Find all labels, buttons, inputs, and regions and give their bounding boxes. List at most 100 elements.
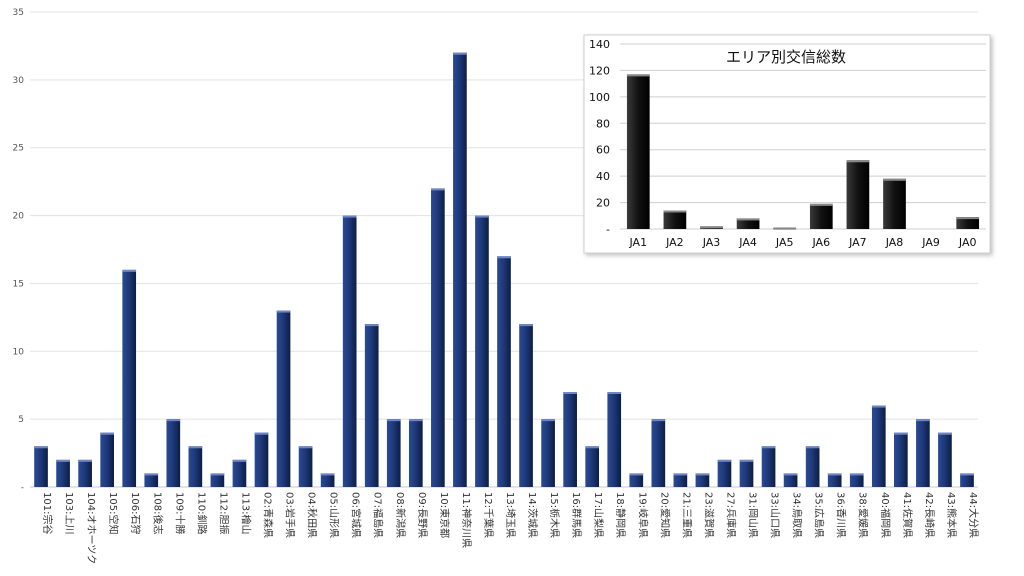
inset-bar-JA2 (663, 210, 687, 229)
bar-09:長野県 (408, 419, 423, 487)
inset-x-tick-label: JA6 (812, 236, 831, 249)
bar-12:千葉県 (475, 215, 489, 488)
inset-x-tick-label: JA9 (921, 236, 940, 249)
inset-chart-title: エリア別交信総数 (726, 48, 846, 66)
bar-40:福岡県 (871, 405, 886, 487)
inset-y-tick-label: 120 (589, 64, 610, 77)
x-tick-label: 33:山口県 (769, 492, 781, 538)
bar-top-highlight (408, 419, 423, 422)
x-tick-label: 110:釧路 (195, 492, 208, 534)
inset-bar-JA8 (883, 178, 906, 229)
bar-top-highlight (232, 459, 247, 462)
y-tick-label: 5 (18, 415, 24, 425)
bar-33:山口県 (761, 446, 776, 487)
bar-top-highlight (651, 419, 666, 422)
bar-top-highlight (320, 473, 335, 476)
inset-x-tick-label: JA3 (702, 236, 721, 249)
bar-112:胆振 (210, 473, 225, 487)
bar-top-highlight (166, 419, 181, 422)
bar-top-highlight (475, 215, 489, 218)
inset-y-tick-label: - (606, 223, 610, 236)
inset-x-tick-label: JA8 (885, 236, 904, 249)
x-tick-label: 16:群馬県 (570, 492, 583, 538)
bar-19:岐阜県 (629, 473, 644, 487)
bar-27:兵庫県 (717, 459, 732, 487)
bar-top-highlight (938, 432, 952, 435)
inset-bar-top-highlight (883, 178, 906, 181)
x-tick-label: 44:大分県 (967, 492, 980, 538)
bar-top-highlight (916, 419, 930, 422)
bar-109:十勝 (166, 419, 181, 487)
inset-bar-JA7 (846, 160, 870, 229)
bar-110:釧路 (188, 446, 203, 487)
bar-top-highlight (298, 446, 313, 449)
y-tick-label: 25 (13, 144, 24, 154)
bar-106:石狩 (122, 269, 137, 487)
bar-top-highlight (871, 405, 886, 408)
bar-top-highlight (673, 473, 688, 476)
bar-43:熊本県 (938, 432, 952, 487)
bar-02:青森県 (254, 432, 269, 487)
inset-bar-top-highlight (626, 74, 650, 77)
x-tick-label: 40:福岡県 (879, 492, 892, 538)
bar-20:愛知県 (651, 419, 666, 487)
bar-101:宗谷 (34, 446, 48, 487)
bar-08:新潟県 (386, 419, 401, 487)
inset-bar-top-highlight (773, 227, 797, 230)
x-tick-label: 104:オホーツク (85, 492, 97, 564)
bar-14:茨城県 (519, 324, 533, 487)
bar-03:岩手県 (276, 310, 291, 487)
y-tick-label: 30 (13, 76, 25, 86)
bar-07:福島県 (364, 324, 379, 487)
x-tick-label: 11:神奈川県 (460, 492, 473, 548)
x-tick-label: 41:佐賀県 (901, 492, 913, 538)
x-tick-label: 04:秋田県 (306, 492, 319, 538)
x-tick-label: 19:岐阜県 (636, 492, 649, 538)
bar-top-highlight (783, 473, 798, 476)
bar-04:秋田県 (298, 446, 313, 487)
bar-44:大分県 (960, 473, 974, 487)
bar-18:静岡県 (607, 392, 622, 487)
x-tick-label: 43:熊本県 (945, 492, 958, 538)
x-tick-label: 27:兵庫県 (724, 492, 737, 538)
x-tick-label: 08:新潟県 (394, 492, 407, 538)
bar-21:三重県 (673, 473, 688, 487)
inset-bar-top-highlight (956, 217, 980, 220)
bar-top-highlight (144, 473, 159, 476)
bar-top-highlight (342, 215, 357, 218)
x-tick-label: 02:青森県 (261, 492, 274, 538)
bar-top-highlight (805, 446, 820, 449)
y-tick-label: 20 (13, 212, 25, 222)
inset-y-tick-label: 140 (589, 38, 610, 51)
inset-y-tick-label: 80 (596, 117, 610, 130)
bar-top-highlight (254, 432, 269, 435)
x-tick-label: 36:香川県 (835, 492, 847, 538)
x-tick-label: 31:岡山県 (747, 492, 759, 538)
x-tick-label: 112:胆振 (217, 492, 230, 534)
bar-top-highlight (431, 188, 445, 191)
inset-x-tick-label: JA5 (775, 236, 794, 249)
x-tick-label: 34:鳥取県 (791, 492, 804, 538)
bar-top-highlight (56, 459, 70, 462)
x-tick-label: 38:愛媛県 (857, 492, 870, 538)
x-tick-label: 13:埼玉県 (504, 492, 517, 538)
x-tick-label: 18:静岡県 (614, 492, 627, 538)
bar-top-highlight (849, 473, 864, 476)
bar-top-highlight (761, 446, 776, 449)
bar-31:岡山県 (739, 459, 754, 487)
bar-top-highlight (629, 473, 644, 476)
inset-x-tick-label: JA7 (848, 236, 867, 249)
x-tick-label: 06:宮城県 (350, 492, 363, 538)
inset-x-tick-label: JA2 (665, 236, 684, 249)
inset-bar-JA6 (809, 203, 833, 229)
bar-top-highlight (453, 52, 467, 55)
inset-bar-JA0 (956, 217, 980, 229)
bar-113:檜山 (232, 459, 247, 487)
bar-top-highlight (827, 473, 842, 476)
bar-top-highlight (188, 446, 203, 449)
x-tick-label: 14:茨城県 (526, 492, 539, 538)
bar-34:鳥取県 (783, 473, 798, 487)
bar-05:山形県 (320, 473, 335, 487)
